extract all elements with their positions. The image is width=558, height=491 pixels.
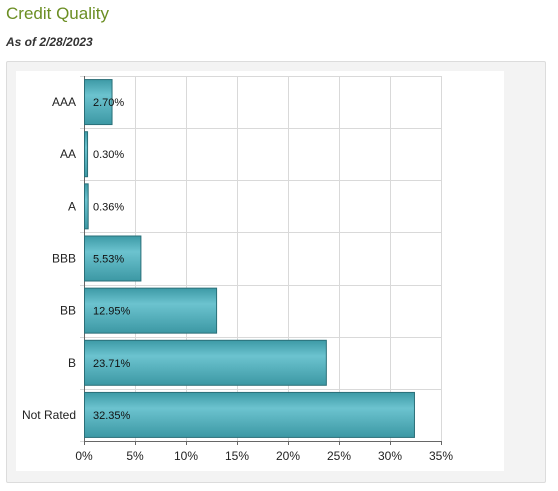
bar-a[interactable] [84,183,89,230]
x-tick-label: 10% [174,449,198,463]
bars [84,79,415,438]
x-tick-label: 30% [378,449,402,463]
data-label: 0.30% [93,149,124,161]
data-label: 5.53% [93,254,124,266]
category-label: B [68,356,76,370]
x-tick-label: 20% [276,449,300,463]
bar-not-rated[interactable] [84,391,415,438]
data-label: 32.35% [93,410,131,422]
bar-bbb[interactable] [84,235,142,282]
x-tick-label: 15% [225,449,249,463]
category-label: AA [60,147,76,161]
bar-aa[interactable] [84,131,89,178]
chart-title: Credit Quality [6,4,109,23]
x-tick-label: 5% [126,449,144,463]
x-tick-label: 35% [429,449,453,463]
data-label: 2.70% [93,97,124,109]
category-label: BB [60,304,76,318]
bar-aaa[interactable] [84,79,113,126]
bar-b[interactable] [84,339,327,386]
x-tick-label: 25% [327,449,351,463]
category-label: A [68,199,76,213]
data-label: 23.71% [93,358,131,370]
data-label: 0.36% [93,201,124,213]
category-label: Not Rated [22,408,76,422]
bar-bb[interactable] [84,287,218,334]
data-label: 12.95% [93,306,131,318]
x-tick-label: 0% [75,449,93,463]
as-of-date: As of 2/28/2023 [6,35,93,49]
labels: 0% 5% 10% 15% 20% 25% 30% 35% AAA 2.70% AA 0.30% A 0.… [22,95,453,463]
category-label: BBB [52,252,76,266]
category-label: AAA [52,95,76,109]
